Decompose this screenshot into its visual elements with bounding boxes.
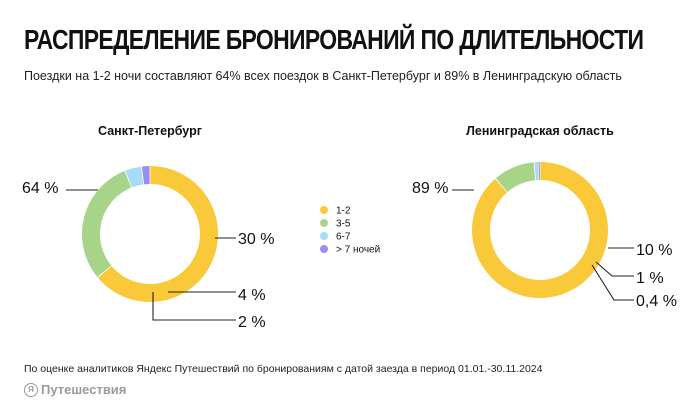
legend-swatch-7 [320,245,328,253]
chart-1-value-label-2: 1 % [636,270,664,287]
chart-0-slice-1-2 [97,166,218,302]
chart-1-title: Ленинградская область [466,124,614,138]
chart-0-slice-7 [141,166,150,185]
legend-label-7: > 7 ночей [336,245,380,256]
chart-0-value-label-2: 4 % [238,287,266,304]
chart-0-title: Санкт-Петербург [98,124,202,138]
chart-1-slice-6-7 [534,162,539,181]
page-title: РАСПРЕДЕЛЕНИЕ БРОНИРОВАНИЙ ПО ДЛИТЕЛЬНОС… [24,24,644,55]
chart-1-leader-3 [591,264,634,301]
source-note: По оценке аналитиков Яндекс Путешествий … [24,363,543,375]
chart-0-value-label-3: 2 % [238,314,266,331]
chart-1-slice-7 [538,162,540,181]
legend-label-3-5: 3-5 [336,219,351,230]
chart-1-slice-3-5 [495,162,536,192]
legend-swatch-6-7 [320,232,328,240]
chart-1-slice-1-2 [471,162,608,298]
page-subtitle: Поездки на 1-2 ночи составляют 64% всех … [24,69,622,83]
chart-1-value-label-1: 10 % [636,242,672,259]
chart-1-value-label-3: 0,4 % [636,293,677,310]
chart-1-value-label-0: 89 % [412,180,448,197]
legend-label-6-7: 6-7 [336,232,351,243]
legend-label-1-2: 1-2 [336,206,351,217]
chart-1-leader-2 [595,261,634,277]
brand-label: Путешествия [41,382,127,397]
legend-swatch-3-5 [320,219,328,227]
brand: Я Путешествия [24,382,126,397]
chart-0-slice-6-7 [125,166,144,188]
chart-0-leader-3 [152,292,236,321]
chart-0-slice-3-5 [82,170,132,277]
chart-0-value-label-0: 64 % [22,180,58,197]
chart-0-value-label-1: 30 % [238,231,274,248]
yandex-logo-icon: Я [24,382,38,397]
legend-swatch-1-2 [320,206,328,214]
